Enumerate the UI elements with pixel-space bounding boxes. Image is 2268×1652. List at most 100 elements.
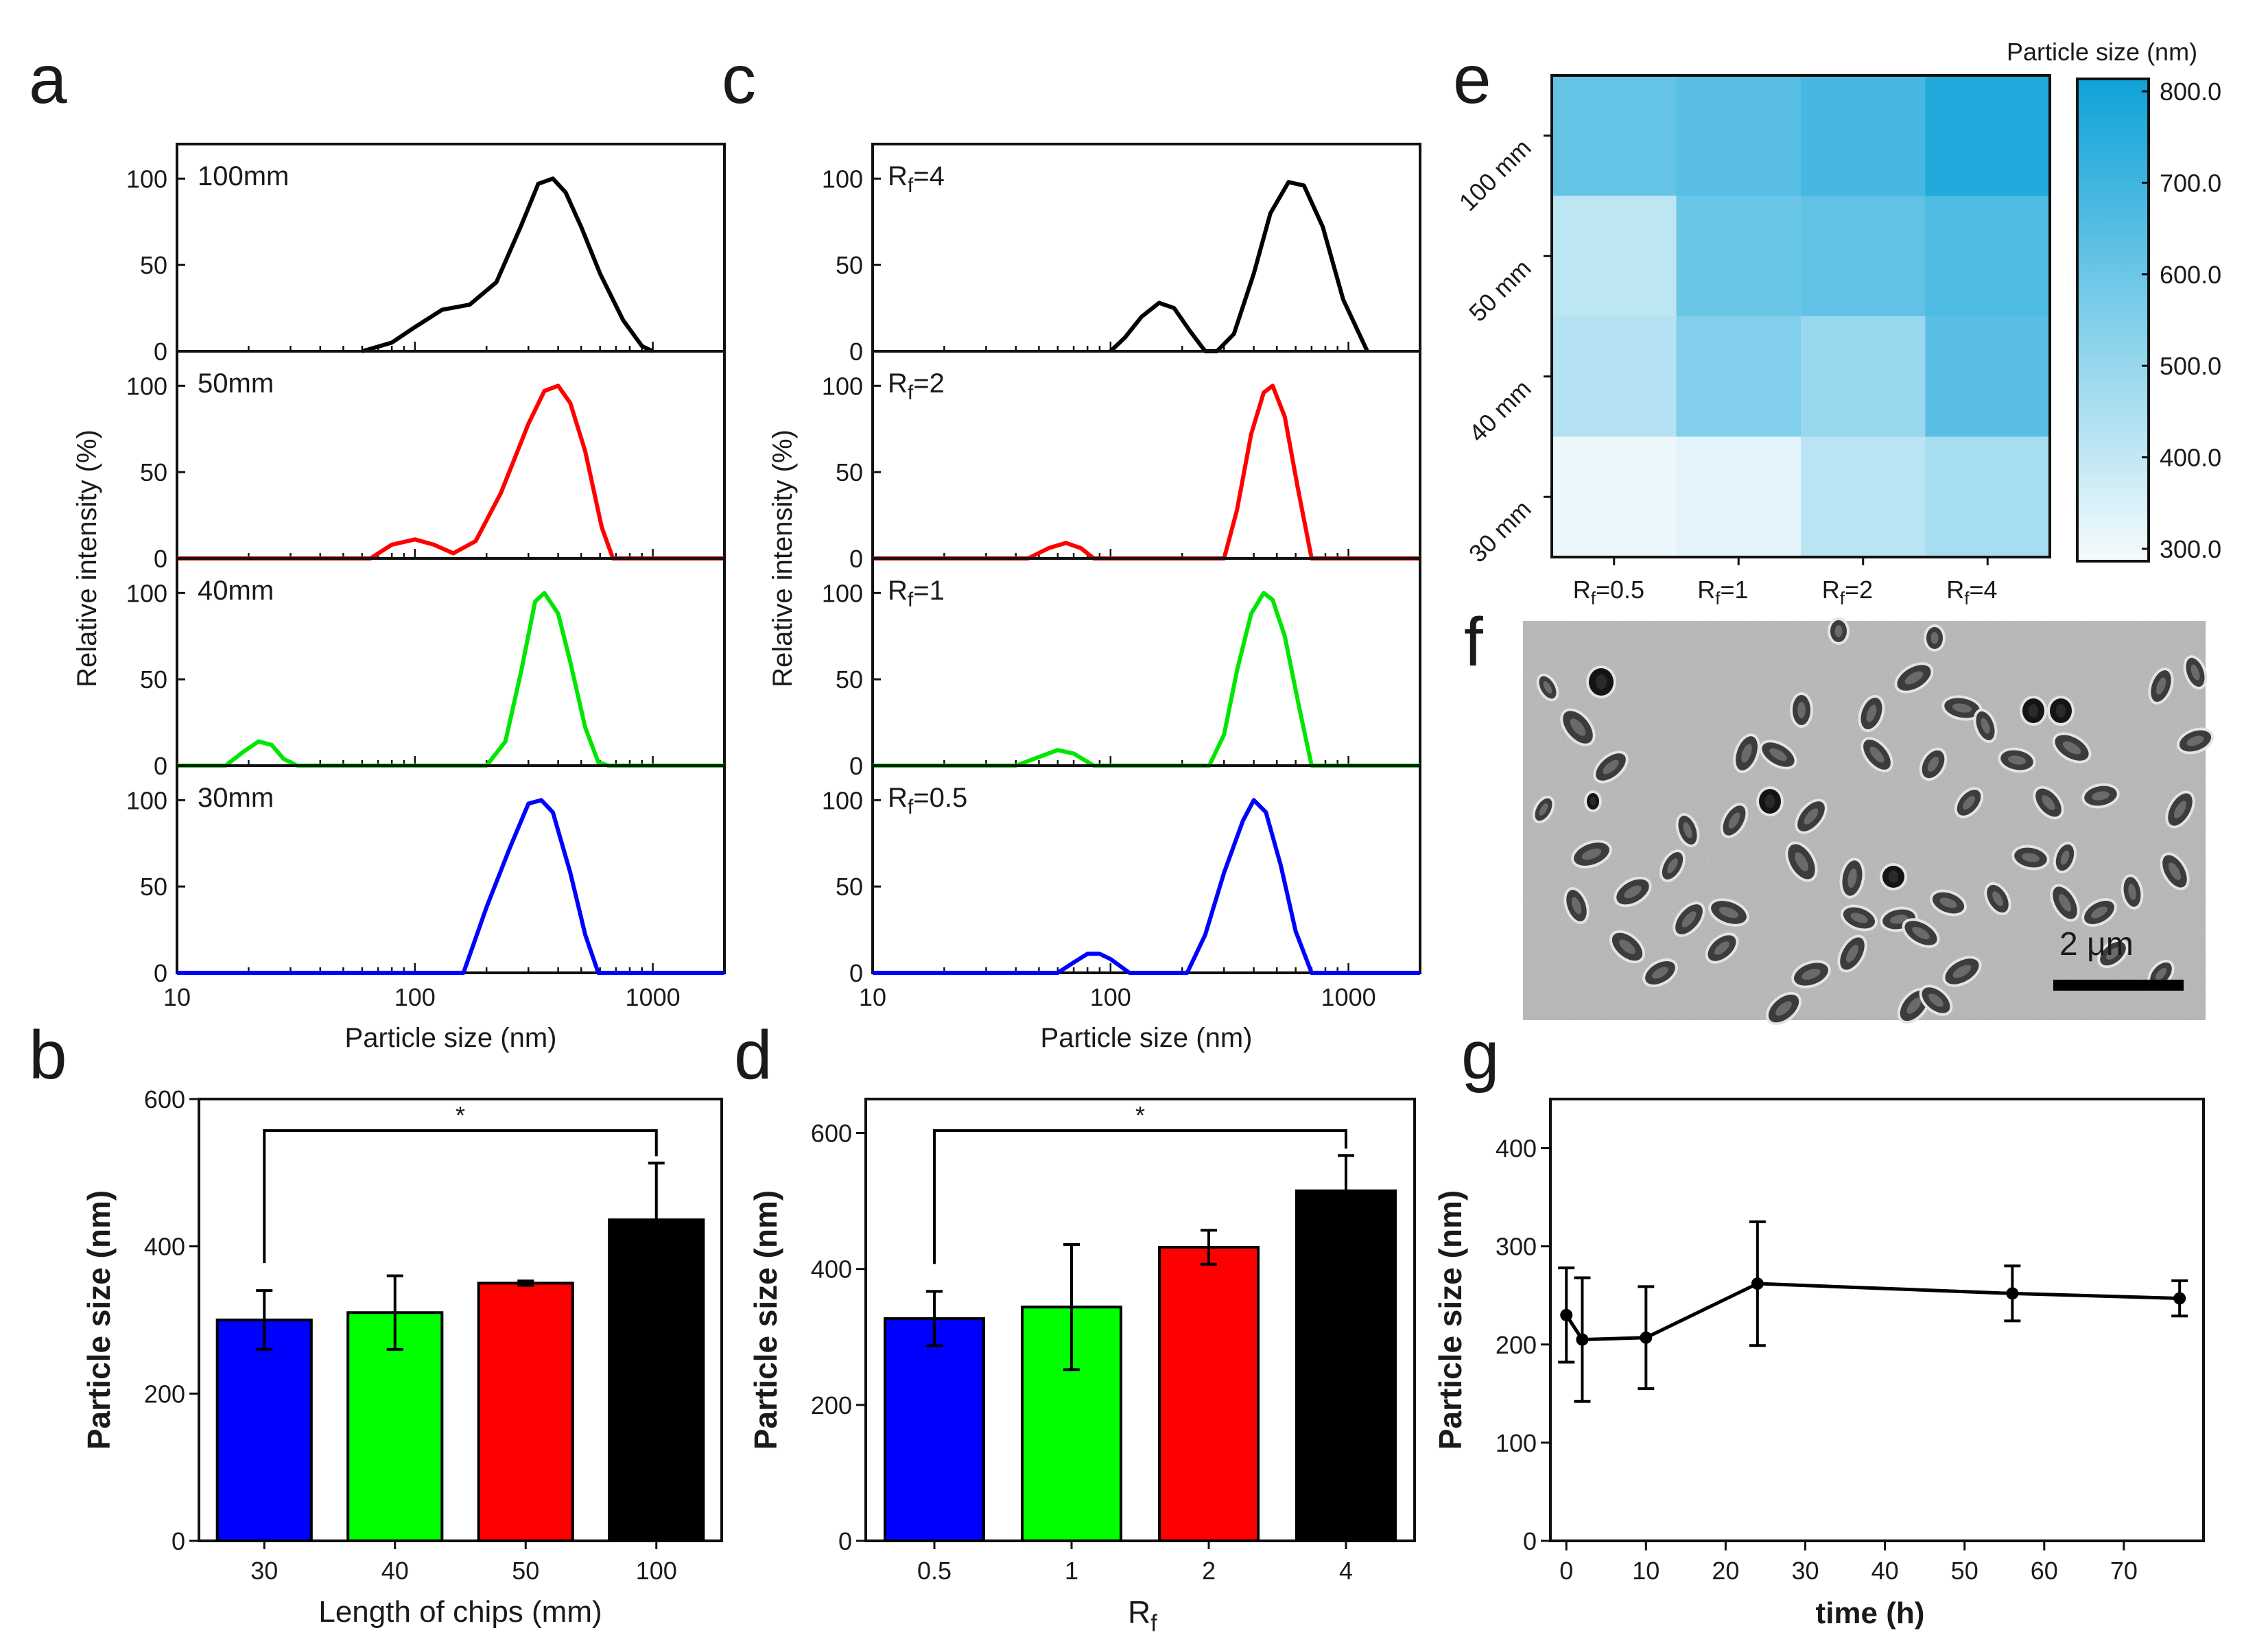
distribution-line-Rf-2 [873, 384, 1420, 560]
column-label: Rf=0.5 [1573, 576, 1644, 609]
heatmap-cell [1552, 316, 1677, 437]
particle-core [1667, 858, 1678, 873]
y-axis-label: Particle size (nm) [1432, 1190, 1468, 1450]
colorbar-title: Particle size (nm) [2007, 38, 2197, 66]
heatmap-cell [1801, 436, 1926, 558]
particle-core [1681, 911, 1697, 928]
y-tick-label: 50 [140, 458, 167, 486]
particle-core [1543, 681, 1552, 694]
significance-marker: * [456, 1101, 465, 1129]
y-tick-label: 0 [172, 1527, 185, 1555]
y-tick-label: 600 [811, 1120, 852, 1148]
distribution-line-Rf-0-5 [873, 798, 1420, 975]
y-tick-label: 100 [126, 579, 167, 607]
particle-core [1590, 796, 1596, 806]
column-label: Rf=1 [1697, 576, 1748, 609]
particle-core [2155, 967, 2167, 981]
y-tick-label: 0 [849, 752, 863, 780]
particle-core [1581, 848, 1602, 860]
particle-core [1928, 993, 1944, 1007]
particle-core [1888, 871, 1899, 883]
y-tick-label: 100 [822, 579, 863, 607]
y-axis-label: Relative intensity (%) [72, 429, 102, 687]
subplot-frame [871, 350, 1421, 560]
y-tick-label: 100 [1496, 1429, 1537, 1457]
x-tick-label: 20 [1712, 1557, 1739, 1585]
scale-bar [2053, 980, 2184, 991]
heatmap-cell [1676, 196, 1802, 317]
heatmap-cell [1676, 75, 1802, 196]
distribution-line-Rf-1 [873, 591, 1420, 768]
particle-core [1904, 671, 1924, 685]
distribution-line-30mm [177, 798, 724, 975]
particle-core [1930, 632, 1939, 644]
particle-core [1603, 759, 1619, 775]
x-tick-label: 0 [1559, 1557, 1573, 1585]
y-tick-label: 50 [836, 251, 863, 279]
heatmap-cell [1925, 316, 2051, 437]
particle-core [2059, 894, 2071, 912]
series-label: 50mm [198, 368, 274, 399]
particle-core [1866, 705, 1877, 722]
plot-frame [864, 1098, 1416, 1542]
particle-core [1718, 906, 1739, 919]
y-axis-label: Particle size (nm) [748, 1190, 783, 1450]
y-tick-label: 100 [822, 786, 863, 814]
x-tick-label: 4 [1339, 1557, 1353, 1585]
data-point [1560, 1308, 1573, 1321]
data-point [1640, 1331, 1653, 1344]
particle-core [1981, 718, 1990, 734]
y-tick-label: 50 [836, 458, 863, 486]
particle-core [2128, 884, 2136, 900]
subplot-frame [871, 557, 1421, 767]
particle-core [1889, 914, 1909, 924]
data-point [1576, 1333, 1589, 1346]
y-tick-label: 0 [154, 545, 167, 573]
particle-core [2174, 801, 2186, 818]
panel-a-size-distribution-chip-length: 0 50 100 100mm 0 50 100 50mm 0 50 100 40mm 0 50 100 30m… [72, 143, 726, 1053]
y-tick-label: 100 [126, 786, 167, 814]
y-tick-label: 0 [849, 959, 863, 987]
heatmap-cell [1925, 436, 2051, 558]
significance-bracket [933, 1129, 1347, 1264]
colorbar-tick-label: 600.0 [2160, 261, 2221, 289]
x-tick-label: 30 [1791, 1557, 1819, 1585]
y-tick-label: 100 [126, 372, 167, 400]
series-label: Rf=0.5 [888, 783, 967, 818]
particle-core [2155, 677, 2166, 695]
y-tick-label: 50 [836, 873, 863, 901]
row-label: 50 mm [1463, 254, 1537, 327]
x-axis-label: Rf [1128, 1594, 1157, 1637]
colorbar-tick-label: 800.0 [2160, 78, 2221, 106]
row-label: 30 mm [1463, 495, 1537, 568]
heatmap-cell [1801, 196, 1926, 317]
particle-core [2042, 795, 2055, 810]
particle-core [1595, 674, 1607, 689]
column-label: Rf=2 [1822, 576, 1873, 609]
x-tick-label: 50 [1951, 1557, 1978, 1585]
heatmap-cell [1552, 196, 1677, 317]
colorbar-tick-label: 400.0 [2160, 444, 2221, 472]
y-tick-label: 50 [140, 665, 167, 694]
colorbar-tick-label: 300.0 [2160, 535, 2221, 563]
particle-core [1619, 939, 1635, 954]
significance-bracket [263, 1129, 658, 1264]
x-tick-label: 40 [381, 1557, 409, 1585]
particle-core [1927, 757, 1939, 772]
y-tick-label: 100 [126, 165, 167, 193]
significance-marker: * [1135, 1101, 1145, 1129]
panel-c-size-distribution-rf: 0 50 100 Rf=4 0 50 100 Rf=2 0 50 100 Rf=1 0 50 100 Rf=0… [768, 143, 1421, 1053]
particle-core [1683, 822, 1692, 838]
particle-core [2169, 862, 2181, 880]
colorbar-tick-label: 700.0 [2160, 169, 2221, 197]
y-axis-label: Relative intensity (%) [768, 429, 798, 687]
distribution-line-50mm [177, 384, 724, 560]
panel-b-bar-chart-chip-length: 0 200 400 600 30 40 50 100 * Length of chips (mm)… [81, 1085, 723, 1629]
y-tick-label: 200 [811, 1391, 852, 1419]
y-tick-label: 400 [144, 1233, 185, 1261]
x-tick-label: 60 [2031, 1557, 2058, 1585]
y-tick-label: 300 [1496, 1233, 1537, 1261]
particle-core [1802, 968, 1821, 980]
x-tick-label: 100 [636, 1557, 677, 1585]
